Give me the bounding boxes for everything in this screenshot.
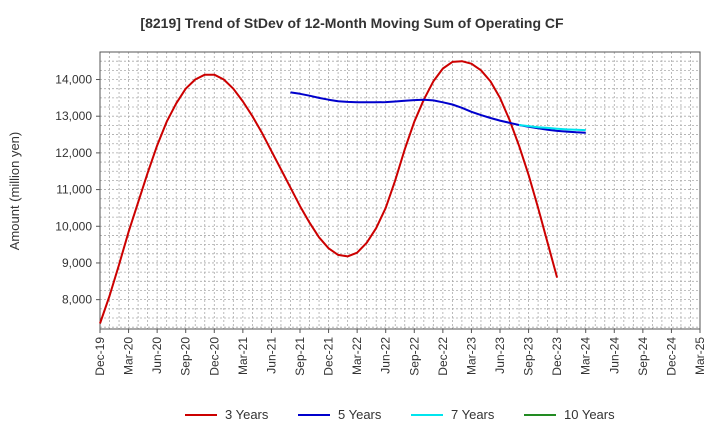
legend-label-5-years: 5 Years — [338, 407, 382, 422]
x-tick-label: Sep-20 — [179, 337, 193, 376]
plot-frame — [99, 51, 701, 330]
plot-background — [100, 52, 700, 329]
y-tick-label: 11,000 — [56, 183, 92, 197]
y-tick-label: 13,000 — [55, 109, 92, 123]
x-tick-label: Mar-20 — [122, 337, 136, 375]
x-tick-label: Mar-23 — [464, 337, 478, 375]
series-line-3-years — [99, 60, 559, 324]
legend: 3 Years 5 Years 7 Years 10 Years — [185, 407, 615, 422]
chart-title: [8219] Trend of StDev of 12-Month Moving… — [140, 15, 564, 31]
legend-label-7-years: 7 Years — [451, 407, 495, 422]
plot-area: 8,000 9,000 10,000 11,000 12,000 13,000 14,000… — [55, 51, 707, 376]
x-tick-label: Dec-19 — [93, 337, 107, 376]
y-axis-label: Amount (million yen) — [7, 132, 22, 251]
x-tick-label: Sep-21 — [293, 337, 307, 376]
x-tick-label: Mar-25 — [693, 337, 707, 375]
x-tick-label: Jun-22 — [379, 337, 393, 374]
series-line-5-years — [290, 91, 586, 134]
y-tick-label: 9,000 — [62, 256, 92, 270]
y-tick-label: 8,000 — [62, 293, 92, 307]
x-tick-label: Dec-22 — [436, 337, 450, 376]
x-tick-label: Dec-21 — [322, 337, 336, 376]
x-tick-label: Mar-21 — [236, 337, 250, 375]
x-tick-label: Jun-24 — [607, 337, 621, 374]
x-tick-label: Mar-24 — [579, 337, 593, 375]
x-tick-label: Sep-23 — [522, 337, 536, 376]
x-tick-label: Jun-23 — [493, 337, 507, 374]
x-tick-label: Jun-20 — [150, 337, 164, 374]
y-tick-label: 12,000 — [55, 146, 92, 160]
x-tick-label: Jun-21 — [264, 337, 278, 374]
series-line-7-years — [518, 124, 586, 132]
x-tick-label: Dec-23 — [550, 337, 564, 376]
legend-label-10-years: 10 Years — [564, 407, 615, 422]
x-tick-label: Mar-22 — [350, 337, 364, 375]
legend-label-3-years: 3 Years — [225, 407, 269, 422]
x-tick-label: Sep-22 — [407, 337, 421, 376]
x-tick-label: Sep-24 — [636, 337, 650, 376]
x-tick-label: Dec-24 — [664, 337, 678, 376]
y-tick-label: 14,000 — [55, 73, 92, 87]
y-tick-label: 10,000 — [55, 219, 92, 233]
x-tick-label: Dec-20 — [207, 337, 221, 376]
